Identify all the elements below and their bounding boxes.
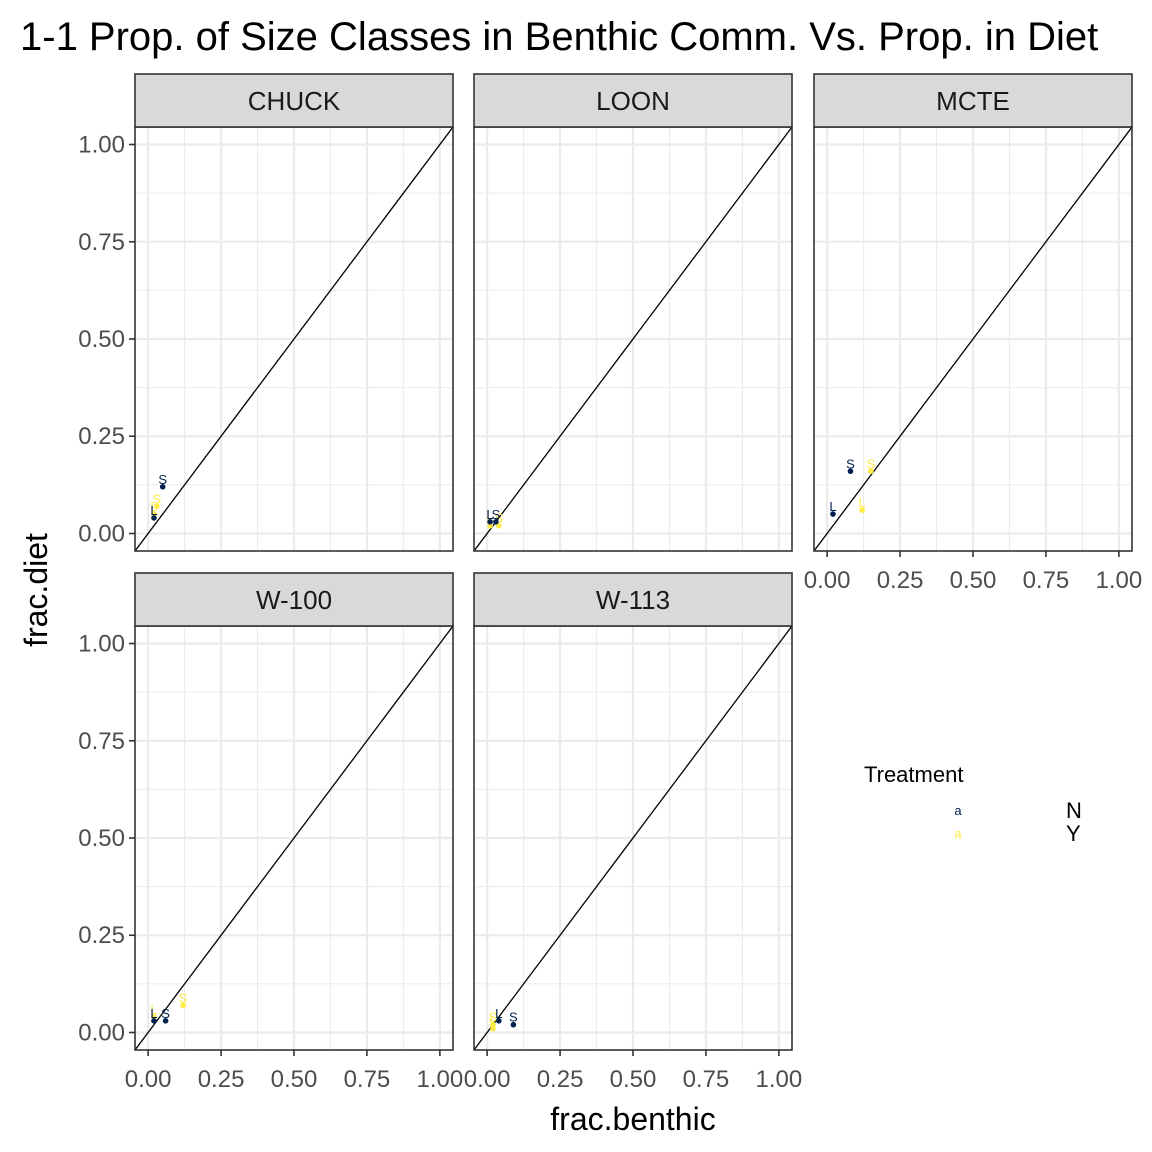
- y-tick-label: 0.00: [78, 520, 125, 547]
- x-tick-label: 0.00: [125, 1066, 172, 1093]
- x-tick-label: 0.00: [804, 567, 851, 594]
- legend-key-n: a: [954, 803, 962, 818]
- y-tick-label: 1.00: [78, 132, 125, 159]
- data-point-label: S: [509, 1010, 518, 1025]
- x-tick-label: 0.00: [464, 1066, 511, 1093]
- one-to-one-line: [814, 127, 1132, 551]
- data-point-n-s: [493, 519, 499, 525]
- panel-mcte: S L L S MCTE 0.00 0.25 0.50 0.75 1.00: [804, 73, 1143, 594]
- y-tick-label: 0.00: [78, 1019, 125, 1046]
- data-point-label: S: [846, 456, 855, 471]
- strip-label: W-113: [596, 585, 670, 615]
- legend-label-n: N: [1066, 798, 1082, 823]
- data-point-label: S: [492, 507, 501, 522]
- panel-w-113: SLL S W-113 0.00 0.25 0.50 0.75 1.00: [464, 572, 803, 1093]
- strip-label: W-100: [256, 585, 332, 615]
- data-point-label: L: [495, 1006, 502, 1021]
- data-point-label: S: [158, 472, 167, 487]
- data-point-n-l: [495, 1018, 502, 1024]
- strip-w-100: [134, 572, 454, 627]
- y-tick-label: 0.50: [78, 326, 125, 353]
- data-point-label: S: [153, 491, 162, 506]
- data-point-y-s: [490, 1021, 496, 1028]
- data-point-n-l: [830, 511, 836, 517]
- data-point-n-s: [162, 1018, 169, 1024]
- legend-label-y: Y: [1066, 821, 1081, 846]
- data-point-label: S: [179, 990, 188, 1005]
- x-tick-label: 0.75: [1023, 567, 1070, 594]
- y-axis-title: frac.diet: [18, 533, 54, 647]
- data-point-y-s: [154, 503, 160, 510]
- x-tick-label: 0.25: [198, 1066, 245, 1093]
- one-to-one-line: [135, 626, 453, 1050]
- legend-key-y: a: [954, 826, 962, 841]
- strip-loon: [473, 73, 793, 128]
- legend-title: Treatment: [864, 762, 963, 787]
- x-tick-label: 0.50: [271, 1066, 318, 1093]
- data-point-label: L: [150, 1006, 157, 1021]
- data-point-n-l: [151, 515, 157, 521]
- data-point-y-s: [868, 468, 874, 475]
- strip-label: CHUCK: [248, 86, 341, 116]
- data-point-n-s: [159, 484, 166, 490]
- strip-chuck: [134, 73, 454, 128]
- data-point-label: L: [150, 1002, 157, 1017]
- data-point-label: L: [859, 495, 866, 510]
- x-tick-label: 0.50: [950, 567, 997, 594]
- y-tick-label: 0.75: [78, 728, 125, 755]
- chart-title: 1-1 Prop. of Size Classes in Benthic Com…: [20, 15, 1098, 59]
- legend: Treatment a Na Y: [864, 762, 1082, 846]
- x-tick-label: 0.25: [537, 1066, 584, 1093]
- data-point-y-s: [495, 522, 502, 529]
- y-tick-label: 0.25: [78, 922, 125, 949]
- data-point-label: L: [486, 507, 493, 522]
- y-tick-label: 1.00: [78, 631, 125, 658]
- data-point-label: S: [867, 456, 876, 471]
- y-tick-label: 0.50: [78, 825, 125, 852]
- one-to-one-line: [474, 127, 792, 551]
- x-tick-label: 1.00: [1096, 567, 1143, 594]
- data-point-label: S: [494, 511, 503, 526]
- data-point-label: S: [489, 1010, 498, 1025]
- facet-panels: SLLSCHUCK0.000.250.500.751.00SLLSLOONSLL…: [78, 73, 1143, 1093]
- x-tick-label: 1.00: [756, 1066, 803, 1093]
- data-point-n-l: [487, 519, 493, 525]
- data-point-n-s: [510, 1021, 517, 1028]
- x-tick-label: 0.50: [610, 1066, 657, 1093]
- data-point-label: S: [161, 1006, 170, 1021]
- strip-label: MCTE: [936, 86, 1010, 116]
- x-tick-label: 1.00: [417, 1066, 464, 1093]
- x-tick-label: 0.75: [344, 1066, 391, 1093]
- x-tick-label: 0.75: [683, 1066, 730, 1093]
- data-point-label: L: [829, 499, 836, 514]
- data-point-label: L: [489, 1014, 496, 1029]
- data-point-y-s: [180, 1002, 186, 1009]
- y-tick-label: 0.25: [78, 423, 125, 450]
- one-to-one-line: [135, 127, 453, 551]
- strip-mcte: [813, 73, 1133, 128]
- data-point-n-s: [847, 468, 854, 475]
- strip-label: LOON: [596, 86, 670, 116]
- y-tick-label: 0.75: [78, 229, 125, 256]
- data-point-label: L: [486, 511, 493, 526]
- x-axis-title: frac.benthic: [550, 1101, 715, 1137]
- x-tick-label: 0.25: [877, 567, 924, 594]
- data-point-y-l: [487, 522, 493, 529]
- data-point-label: L: [150, 499, 157, 514]
- data-point-y-l: [151, 1014, 157, 1020]
- data-point-n-l: [151, 1018, 157, 1024]
- data-point-label: L: [150, 503, 157, 518]
- one-to-one-line: [474, 626, 792, 1050]
- strip-w-113: [473, 572, 793, 627]
- data-point-y-l: [151, 511, 157, 517]
- data-point-y-l: [490, 1025, 496, 1032]
- data-point-y-l: [859, 507, 865, 513]
